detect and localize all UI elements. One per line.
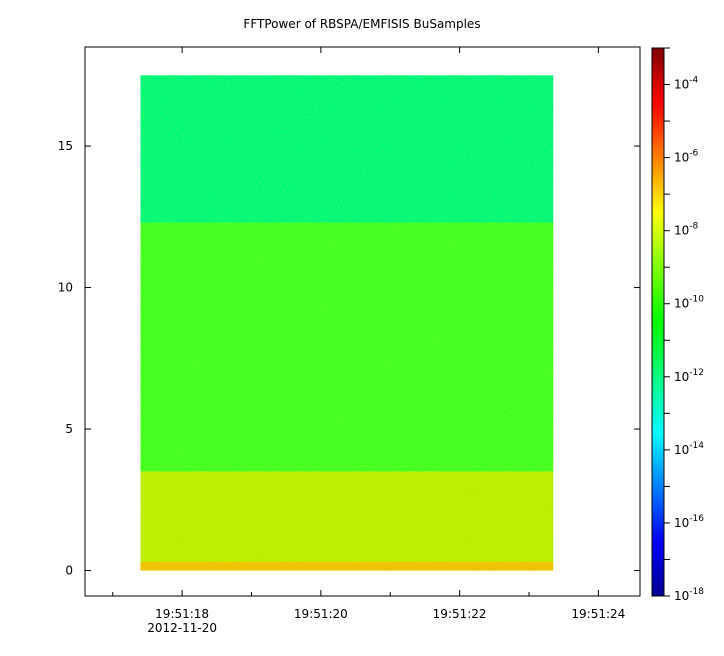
y-tick-label: 15 (58, 139, 73, 153)
x-tick-label: 19:51:22 (433, 607, 487, 621)
x-axis: 19:51:18 19:51:20 19:51:22 19:51:24 2012-11-… (112, 47, 625, 635)
y-tick-label: 5 (65, 422, 73, 436)
y-tick-label: 0 (65, 564, 73, 578)
colorbar-tick-label: 10-4 (674, 76, 699, 92)
x-date-label: 2012-11-20 (147, 621, 217, 635)
colorbar (651, 47, 665, 597)
x-tick-label: 19:51:24 (571, 607, 625, 621)
y-axis: 0 5 10 15 (58, 139, 640, 578)
colorbar-tick-label: 10-16 (674, 514, 704, 530)
colorbar-tick-label: 10-14 (674, 441, 704, 457)
heatmap-texture (140, 75, 554, 571)
x-tick-label: 19:51:20 (294, 607, 348, 621)
colorbar-axis: 10-18 10-16 10-14 10-12 10-10 10-8 10-6 10-4 (664, 47, 704, 603)
colorbar-tick-label: 10-10 (674, 295, 704, 311)
colorbar-tick-label: 10-18 (674, 587, 704, 603)
y-tick-label: 10 (58, 281, 73, 295)
colorbar-tick-label: 10-12 (674, 368, 704, 384)
colorbar-tick-label: 10-8 (674, 222, 699, 238)
colorbar-tick-label: 10-6 (674, 149, 699, 165)
heatmap (140, 75, 554, 571)
chart-title: FFTPower of RBSPA/EMFISIS BuSamples (243, 17, 481, 31)
x-tick-label: 19:51:18 (155, 607, 209, 621)
